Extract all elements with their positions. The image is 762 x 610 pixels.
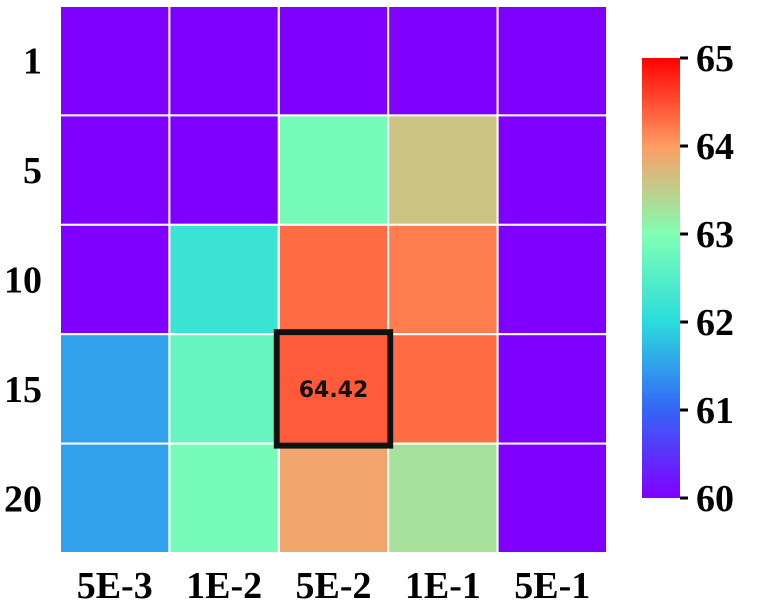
heatmap-cell-r4-c1 [168, 442, 280, 555]
heatmap-cell-r1-c4 [496, 114, 609, 226]
colorbar-gradient [642, 58, 680, 498]
colorbar-tick-label-63: 63 [696, 214, 734, 256]
y-tick-label-15: 15 [4, 369, 42, 411]
colorbar-tick-label-65: 65 [696, 38, 734, 80]
colorbar: 60 61 62 63 64 65 [642, 38, 734, 520]
colorbar-tick-label-61: 61 [696, 390, 734, 432]
heatmap-cell-r2-c3 [387, 223, 499, 336]
x-tick-label-5E-3: 5E-3 [77, 565, 153, 607]
heatmap-cell-r1-c0 [59, 114, 171, 226]
x-tick-label-1E-2: 1E-2 [186, 565, 262, 607]
heatmap-cell-r2-c2 [277, 223, 390, 336]
colorbar-tick-label-60: 60 [696, 478, 734, 520]
heatmap-cell-r0-c3 [387, 5, 499, 117]
heatmap-cell-r1-c1 [168, 114, 280, 226]
highlight-value-label: 64.42 [299, 378, 369, 403]
x-tick-label-5E-2: 5E-2 [296, 565, 372, 607]
y-tick-label-1: 1 [23, 41, 42, 83]
heatmap-cells [59, 5, 609, 555]
heatmap-cell-r3-c1 [168, 333, 280, 445]
heatmap-cell-r0-c2 [277, 5, 390, 117]
heatmap-cell-r2-c1 [168, 223, 280, 336]
x-axis-tick-labels: 5E-3 1E-2 5E-2 1E-1 5E-1 [77, 565, 591, 607]
heatmap-cell-r0-c1 [168, 5, 280, 117]
heatmap-cell-r4-c4 [496, 442, 609, 555]
heatmap-cell-r1-c2 [277, 114, 390, 226]
highlight-group: 64.42 [273, 329, 394, 449]
colorbar-tick-label-62: 62 [696, 302, 734, 344]
heatmap-cell-r4-c2 [277, 442, 390, 555]
colorbar-tick-label-64: 64 [696, 126, 734, 168]
x-tick-label-1E-1: 1E-1 [405, 565, 481, 607]
heatmap-cell-r0-c0 [59, 5, 171, 117]
heatmap-cell-r2-c4 [496, 223, 609, 336]
heatmap-cell-r2-c0 [59, 223, 171, 336]
y-tick-label-10: 10 [4, 260, 42, 302]
heatmap-cell-r4-c0 [59, 442, 171, 555]
heatmap-cell-r4-c3 [387, 442, 499, 555]
heatmap-cell-r3-c0 [59, 333, 171, 445]
heatmap-cell-r3-c3 [387, 333, 499, 445]
x-tick-label-5E-1: 5E-1 [514, 565, 590, 607]
y-tick-label-20: 20 [4, 478, 42, 520]
heatmap-cell-r0-c4 [496, 5, 609, 117]
y-tick-label-5: 5 [23, 150, 42, 192]
heatmap-cell-r3-c2 [277, 333, 390, 445]
heatmap-cell-r3-c4 [496, 333, 609, 445]
highlight-box [273, 329, 394, 449]
heatmap-cell-r1-c3 [387, 114, 499, 226]
